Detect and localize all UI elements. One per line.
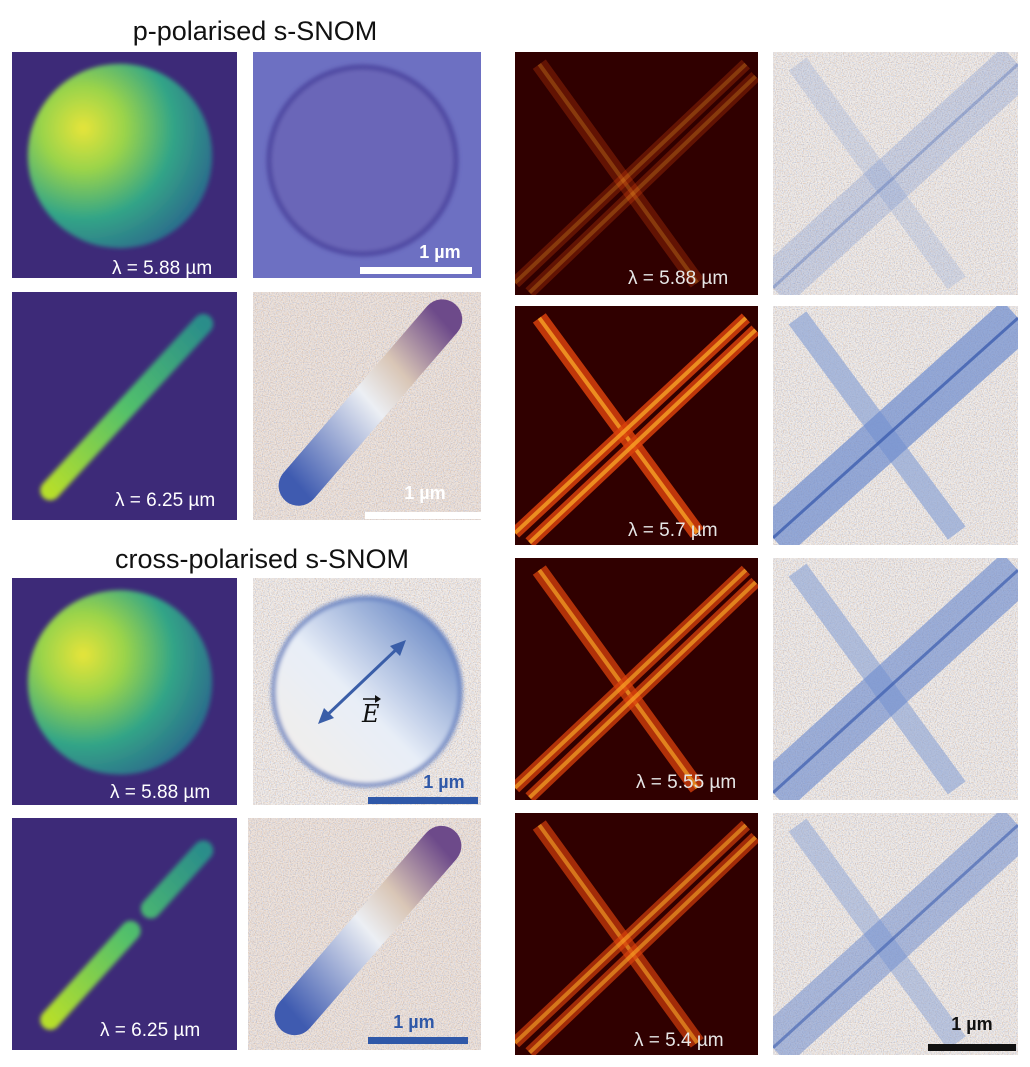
wire-core: [537, 316, 699, 535]
wavelength-label: λ = 5.4 µm: [634, 1030, 724, 1051]
scale-bar-label: 1 µm: [423, 772, 464, 792]
image-panel: [773, 52, 1018, 295]
scale-bar: [928, 1044, 1016, 1051]
vector-arrow-head: [375, 695, 381, 703]
wire-core: [528, 328, 757, 545]
image-panel: [515, 813, 758, 1055]
image-panel: [12, 292, 237, 520]
wire-core: [528, 74, 757, 295]
image-panel: [773, 306, 1018, 545]
wavelength-label: λ = 5.88 µm: [110, 782, 210, 803]
scale-bar: [368, 797, 478, 804]
wire-edge: [773, 316, 1018, 539]
wire: [532, 59, 704, 288]
image-panel: [773, 813, 1018, 1055]
scale-bar-label: 1 µm: [419, 242, 460, 262]
image-panel: [253, 292, 481, 520]
wire-core: [528, 580, 757, 800]
scale-bar-label: 1 µm: [393, 1012, 434, 1032]
wire-edge: [773, 568, 1018, 794]
wavelength-label: λ = 6.25 µm: [100, 1020, 200, 1041]
wire: [525, 71, 758, 295]
image-panel: [12, 578, 237, 805]
wire-edge: [773, 823, 1018, 1049]
wire-core: [528, 835, 757, 1055]
image-panel: [253, 578, 481, 805]
rod: [274, 825, 462, 1036]
image-panel: [248, 818, 481, 1050]
wavelength-label: λ = 5.88 µm: [628, 268, 728, 289]
wavelength-label: λ = 5.7 µm: [628, 520, 718, 541]
wire: [788, 57, 966, 290]
scale-bar: [368, 1037, 468, 1044]
section-title: p-polarised s-SNOM: [133, 16, 378, 46]
scale-bar-label: 1 µm: [404, 483, 445, 503]
image-panel: [12, 818, 237, 1050]
field-label: E: [361, 700, 380, 728]
image-panel: [253, 52, 481, 278]
wire-core: [515, 823, 748, 1045]
field-arrow: E: [318, 640, 406, 728]
disk: [27, 63, 213, 249]
wire: [773, 52, 1018, 295]
wire: [515, 59, 750, 288]
arrow-head: [318, 708, 334, 724]
disk: [266, 64, 459, 257]
image-panel: [773, 558, 1018, 800]
wire-core: [515, 316, 748, 535]
wire-core: [515, 62, 748, 285]
arrow-head: [390, 640, 406, 656]
wavelength-label: λ = 6.25 µm: [115, 490, 215, 511]
wire-edge: [773, 63, 1018, 289]
rod: [40, 313, 214, 501]
image-panel: [515, 558, 758, 800]
noise: [773, 52, 1018, 295]
rod: [40, 840, 214, 1030]
image-panel: [12, 52, 237, 278]
wire-core: [537, 62, 699, 285]
background: [515, 52, 758, 295]
rod: [278, 299, 463, 506]
section-title: cross-polarised s-SNOM: [115, 544, 409, 574]
wire-core: [515, 568, 748, 790]
scale-bar-label: 1 µm: [951, 1014, 992, 1034]
disk: [27, 590, 213, 775]
disk: [271, 596, 463, 787]
scale-bar: [360, 267, 472, 274]
arrow-line: [320, 642, 404, 722]
image-panel: [515, 306, 758, 545]
wavelength-label: λ = 5.55 µm: [636, 772, 736, 793]
wire-core: [537, 568, 699, 790]
wavelength-label: λ = 5.88 µm: [112, 258, 212, 279]
wire-core: [537, 823, 699, 1045]
scale-bar: [365, 512, 481, 519]
image-panel: [515, 52, 758, 295]
